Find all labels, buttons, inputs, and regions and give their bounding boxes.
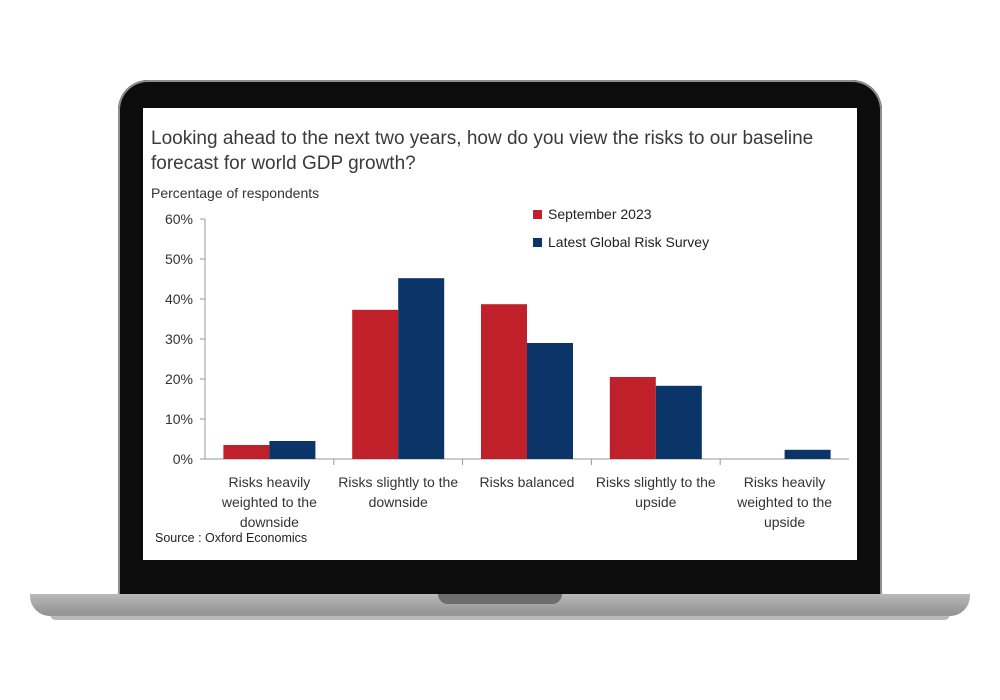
x-category-label: Risks heavily bbox=[744, 474, 826, 490]
y-tick-label: 60% bbox=[165, 211, 193, 227]
legend-item-september-2023: September 2023 bbox=[533, 200, 709, 228]
bar-latest-survey bbox=[269, 441, 316, 459]
legend-swatch-september-2023 bbox=[533, 209, 542, 219]
bar-chart: 0% 10% 20% 30% 40% 50% 60% Risks heavily weighte… bbox=[165, 211, 849, 530]
x-category-label: upside bbox=[764, 514, 805, 530]
y-axis-title: Percentage of respondents bbox=[151, 185, 320, 201]
x-category-label: Risks slightly to the bbox=[338, 474, 458, 490]
bar-latest-survey bbox=[655, 385, 702, 459]
x-category-label: weighted to the bbox=[736, 494, 832, 510]
legend-label-latest-survey: Latest Global Risk Survey bbox=[548, 234, 710, 250]
chart-legend: September 2023 Latest Global Risk Survey bbox=[533, 200, 709, 256]
y-tick-label: 50% bbox=[165, 251, 193, 267]
y-tick-label: 10% bbox=[165, 411, 193, 427]
x-category-label: downside bbox=[369, 494, 428, 510]
bar-latest-survey bbox=[398, 278, 445, 459]
bar-latest-survey bbox=[527, 343, 573, 459]
legend-swatch-latest-survey bbox=[533, 237, 542, 247]
bar-september-2023 bbox=[481, 304, 527, 459]
chart-title: Looking ahead to the next two years, how… bbox=[151, 128, 814, 174]
x-category-label: Risks slightly to the bbox=[596, 474, 716, 490]
y-tick-label: 30% bbox=[165, 331, 193, 347]
x-category-label: downside bbox=[240, 514, 299, 530]
legend-label-september-2023: September 2023 bbox=[548, 206, 652, 222]
x-category-label: Risks heavily bbox=[229, 474, 311, 490]
source-note: Source : Oxford Economics bbox=[155, 531, 308, 545]
bar-september-2023 bbox=[223, 445, 270, 459]
laptop-screen: Looking ahead to the next two years, how… bbox=[143, 108, 857, 560]
laptop-notch bbox=[438, 594, 562, 604]
y-tick-label: 40% bbox=[165, 291, 193, 307]
x-category-label: upside bbox=[635, 494, 676, 510]
x-category-label: Risks balanced bbox=[480, 474, 575, 490]
bar-latest-survey bbox=[784, 449, 831, 459]
laptop-base bbox=[30, 594, 970, 616]
y-tick-label: 0% bbox=[173, 451, 193, 467]
laptop-base-shadow bbox=[50, 614, 950, 620]
bar-september-2023 bbox=[609, 377, 656, 459]
y-tick-label: 20% bbox=[165, 371, 193, 387]
legend-item-latest-survey: Latest Global Risk Survey bbox=[533, 228, 709, 256]
x-category-label: weighted to the bbox=[221, 494, 317, 510]
bar-september-2023 bbox=[352, 309, 399, 459]
